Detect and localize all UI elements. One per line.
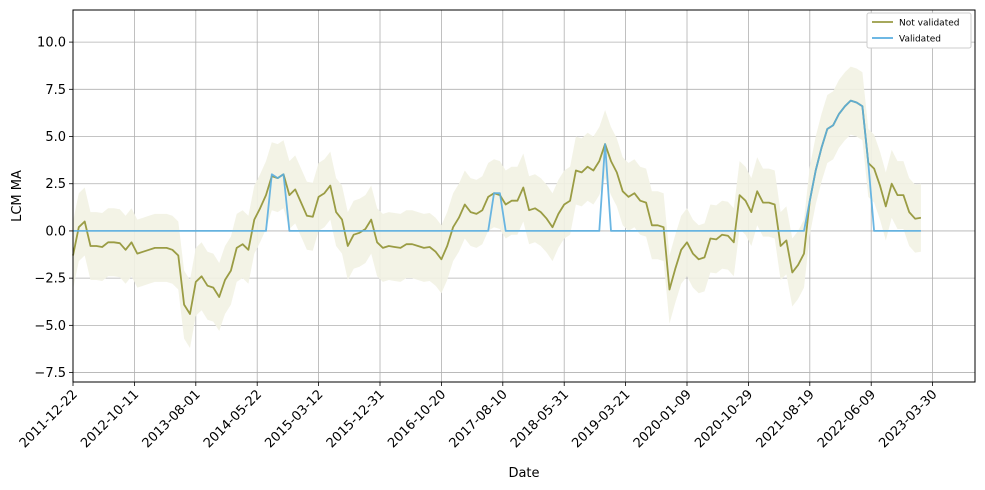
- x-tick-label: 2011-12-22: [17, 387, 81, 451]
- y-tick-label: 2.5: [45, 177, 66, 192]
- x-tick-label: 2020-10-29: [692, 387, 756, 451]
- y-tick-label: 0.0: [45, 224, 66, 239]
- x-tick-label: 2013-08-01: [140, 387, 204, 451]
- x-tick-label: 2022-06-09: [815, 387, 879, 451]
- x-tick-label: 2015-03-12: [262, 387, 326, 451]
- x-tick-label: 2015-12-31: [324, 387, 388, 451]
- series-line-1: [73, 99, 921, 232]
- legend-label-not-validated: Not validated: [899, 19, 959, 29]
- legend-label-validated: Validated: [899, 35, 941, 45]
- confidence-band-0: [73, 66, 921, 348]
- y-tick-label: 7.5: [45, 83, 66, 98]
- legend: Not validated Validated: [866, 12, 972, 49]
- y-tick-label: −5.0: [34, 319, 66, 334]
- x-tick-label: 2021-08-19: [754, 387, 818, 451]
- plot-frame: [72, 9, 976, 383]
- y-axis-title: LCM MA: [10, 170, 25, 222]
- x-axis-title: Date: [508, 466, 539, 481]
- confidence-band-layer: [73, 66, 921, 348]
- x-tick-label: 2012-10-11: [78, 387, 142, 451]
- series-line-0: [72, 99, 922, 315]
- y-axis: −7.5 −5.0 −2.5 0.0 2.5 5.0 7.5 10.0: [34, 36, 73, 381]
- x-tick-label: 2023-03-30: [876, 387, 940, 451]
- x-tick-label: 2017-08-10: [447, 387, 511, 451]
- x-tick-label: 2014-05-22: [201, 387, 265, 451]
- x-axis: 2011-12-222012-10-112013-08-012014-05-22…: [17, 382, 940, 451]
- series-layer: [72, 99, 922, 315]
- x-tick-label: 2019-03-21: [569, 387, 633, 451]
- y-tick-label: 10.0: [37, 36, 66, 51]
- x-tick-label: 2018-05-31: [508, 387, 572, 451]
- x-tick-label: 2016-10-20: [385, 387, 449, 451]
- x-tick-label: 2020-01-09: [631, 387, 695, 451]
- y-tick-label: 5.0: [45, 130, 66, 145]
- y-tick-label: −2.5: [34, 272, 66, 287]
- y-tick-label: −7.5: [34, 366, 66, 381]
